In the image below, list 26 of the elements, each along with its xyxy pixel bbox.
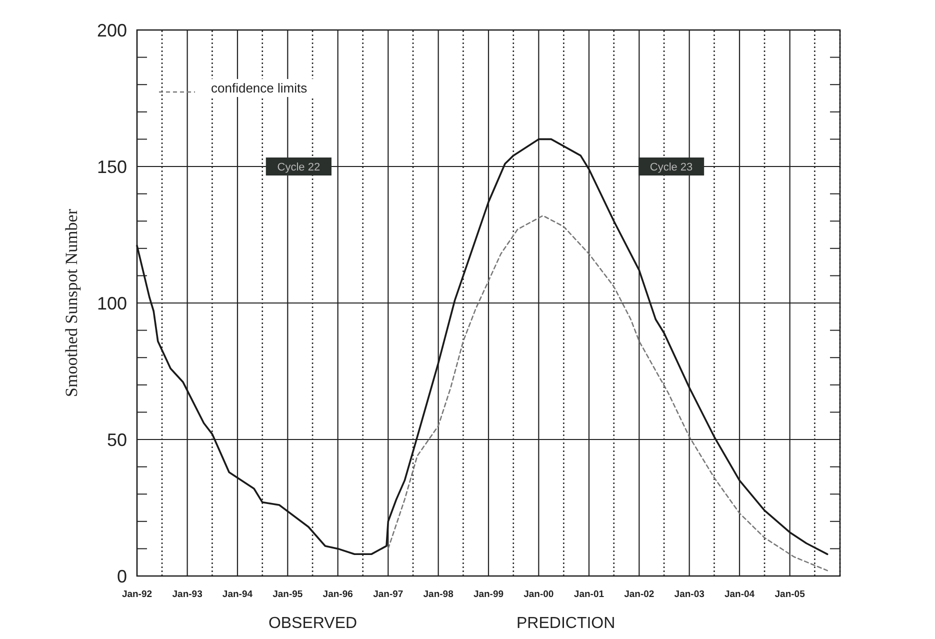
- annotation: Cycle 23: [650, 161, 693, 174]
- y-tick-label: 100: [96, 293, 127, 314]
- x-tick-label: Jan-01: [574, 589, 605, 600]
- x-tick-label: Jan-00: [524, 589, 554, 600]
- x-tick-label: Jan-96: [322, 589, 353, 600]
- y-tick-label: 0: [116, 566, 127, 586]
- y-tick-label: 200: [96, 20, 127, 40]
- annotation: Cycle 22: [277, 161, 320, 174]
- x-tick-label: Jan-02: [624, 589, 654, 600]
- x-tick-label: Jan-05: [774, 589, 806, 600]
- x-tick-label: Jan-95: [272, 589, 304, 600]
- x-tick-label: Jan-98: [423, 589, 454, 600]
- y-tick-label: 50: [106, 430, 127, 450]
- x-tick-label: Jan-97: [373, 589, 404, 600]
- text: PREDICTION: [516, 615, 616, 632]
- x-tick-label: Jan-94: [222, 589, 254, 600]
- legend-label: confidence limits: [211, 80, 308, 96]
- y-axis-title: Smoothed Sunspot Number: [62, 208, 81, 397]
- x-tick-label: Jan-03: [674, 589, 704, 600]
- x-tick-label: Jan-93: [172, 589, 202, 600]
- y-tick-label: 150: [96, 156, 127, 177]
- x-tick-label: Jan-92: [122, 589, 152, 600]
- text: OBSERVED: [268, 615, 358, 632]
- x-tick-label: Jan-04: [724, 589, 756, 600]
- line-series: [388, 214, 828, 572]
- x-tick-label: Jan-99: [473, 589, 504, 600]
